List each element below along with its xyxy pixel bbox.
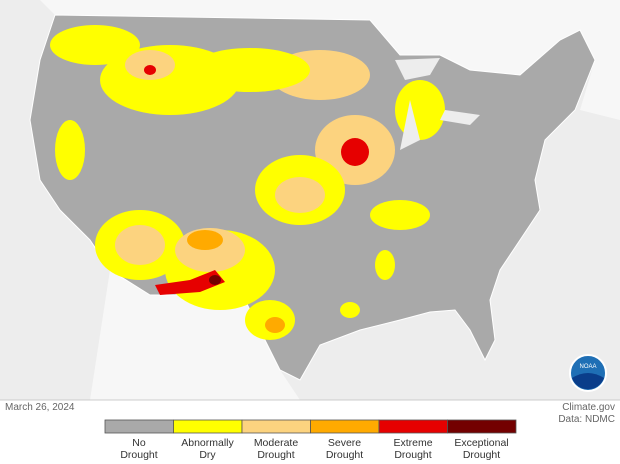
noaa-logo-wave [572, 373, 604, 390]
legend-label: Abnormally Dry [181, 437, 234, 461]
canada [0, 0, 620, 120]
legend-swatch [104, 419, 174, 434]
credit: Climate.gov [562, 402, 615, 413]
legend-swatch [378, 419, 448, 434]
legend-bar [104, 419, 517, 434]
legend-label: Exceptional Drought [454, 437, 509, 461]
legend-label: Severe Drought [325, 437, 364, 461]
legend-swatch [310, 419, 380, 434]
legend-swatch [173, 419, 243, 434]
great-lakes [395, 58, 480, 150]
source: Data: NDMC [558, 414, 615, 425]
legend-swatch [241, 419, 311, 434]
logo-text: NOAA [579, 364, 596, 370]
drought-areas [50, 25, 445, 340]
date: March 26, 2024 [5, 402, 75, 413]
mexico [90, 270, 300, 400]
legend-label: No Drought [120, 437, 158, 461]
legend-label: Moderate Drought [253, 437, 299, 461]
legend-swatch [447, 419, 517, 434]
legend-label: Extreme Drought [393, 437, 433, 461]
